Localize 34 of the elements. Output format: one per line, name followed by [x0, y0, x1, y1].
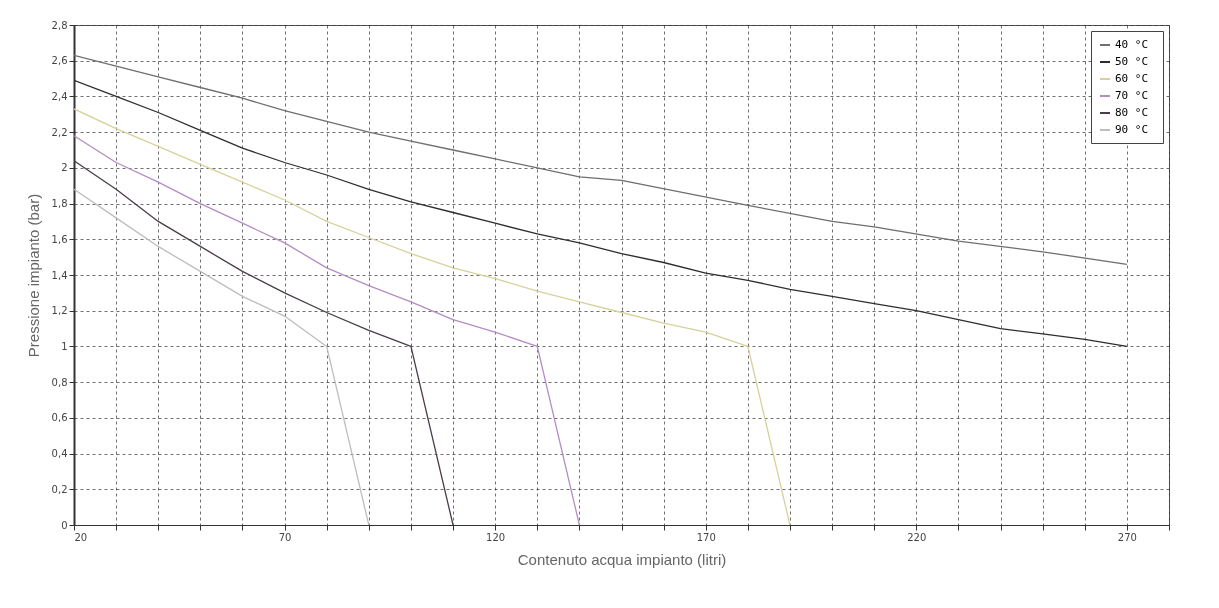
y-tick-label: 1,2: [51, 305, 68, 317]
line-series: [74, 188, 370, 525]
legend-label: 90 °C: [1115, 123, 1149, 136]
legend-label: 80 °C: [1115, 106, 1149, 119]
legend-label: 40 °C: [1115, 38, 1149, 51]
x-tick-label: 20: [74, 531, 88, 543]
y-axis-title: Pressione impianto (bar): [24, 193, 42, 358]
y-tick-label: 0,4: [51, 448, 68, 460]
legend-label: 60 °C: [1115, 72, 1149, 85]
line-series: [74, 54, 1128, 265]
line-series: [74, 135, 581, 525]
y-tick-label: 2,4: [51, 90, 68, 102]
y-tick-label: 0,6: [51, 412, 68, 424]
line-series: [74, 108, 791, 525]
y-tick-label: 0: [61, 519, 68, 531]
y-tick-label: 2: [61, 162, 68, 174]
legend-label: 50 °C: [1115, 55, 1149, 68]
line-series: [74, 160, 454, 525]
y-tick-label: 1,6: [51, 233, 68, 245]
x-tick-label: 270: [1117, 531, 1137, 543]
y-tick-label: 2,6: [51, 55, 68, 67]
y-tick-label: 1: [61, 340, 68, 352]
x-tick-label: 120: [486, 531, 506, 543]
y-tick-label: 1,4: [51, 269, 68, 281]
x-tick-label: 170: [696, 531, 716, 543]
y-tick-label: 2,8: [51, 19, 68, 31]
y-tick-label: 0,2: [51, 483, 68, 495]
x-tick-label: 70: [278, 531, 292, 543]
y-tick-label: 1,8: [51, 198, 68, 210]
y-tick-label: 2,2: [51, 126, 68, 138]
legend-label: 70 °C: [1115, 89, 1149, 102]
x-tick-label: 220: [907, 531, 927, 543]
y-tick-label: 0,8: [51, 376, 68, 388]
x-axis-title: Contenuto acqua impianto (litri): [517, 550, 727, 568]
